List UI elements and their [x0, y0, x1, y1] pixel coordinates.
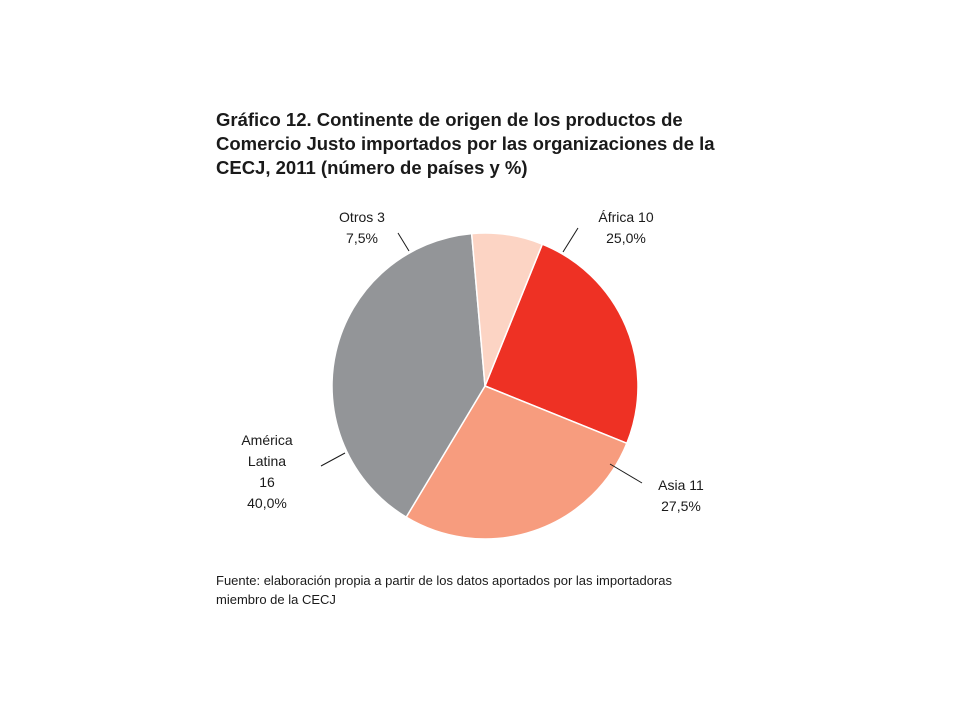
slice-label-asia: Asia 11 27,5% [658, 477, 704, 514]
slice-label-line: 7,5% [346, 230, 378, 246]
slice-label-line: 27,5% [661, 498, 701, 514]
chart-title-line-1: Gráfico 12. Continente de origen de los … [216, 109, 683, 130]
slice-label-otros: Otros 3 7,5% [339, 209, 385, 246]
slice-label-africa: África 10 25,0% [598, 209, 653, 246]
chart-title-line-2: Comercio Justo importados por las organi… [216, 133, 715, 154]
leader-line-asia [609, 463, 643, 484]
chart-title-line-3: CECJ, 2011 (número de países y %) [216, 157, 528, 178]
slice-label-line: Asia 11 [658, 477, 704, 493]
leader-line-america-latina [320, 452, 346, 467]
slice-label-line: África 10 [598, 209, 653, 225]
pie-slice-otros [470, 232, 544, 387]
slice-label-line: Otros 3 [339, 209, 385, 225]
leader-line-africa [562, 227, 579, 253]
slice-label-line: 16 [259, 474, 275, 490]
chart-source-note: Fuente: elaboración propia a partir de l… [216, 571, 776, 609]
slice-label-line: América [241, 432, 293, 448]
source-line-2: miembro de la CECJ [216, 592, 336, 607]
pie-slice-asia [405, 385, 628, 540]
slice-label-america-latina: América Latina 16 40,0% [241, 432, 293, 511]
leader-line-otros [397, 232, 410, 252]
slice-label-line: Latina [248, 453, 286, 469]
source-line-1: Fuente: elaboración propia a partir de l… [216, 573, 672, 588]
slice-label-line: 40,0% [247, 495, 287, 511]
slice-label-line: 25,0% [606, 230, 646, 246]
pie-slice-america-latina [331, 232, 486, 519]
chart-title: Gráfico 12. Continente de origen de los … [216, 108, 756, 180]
pie-slice-africa [484, 243, 639, 445]
